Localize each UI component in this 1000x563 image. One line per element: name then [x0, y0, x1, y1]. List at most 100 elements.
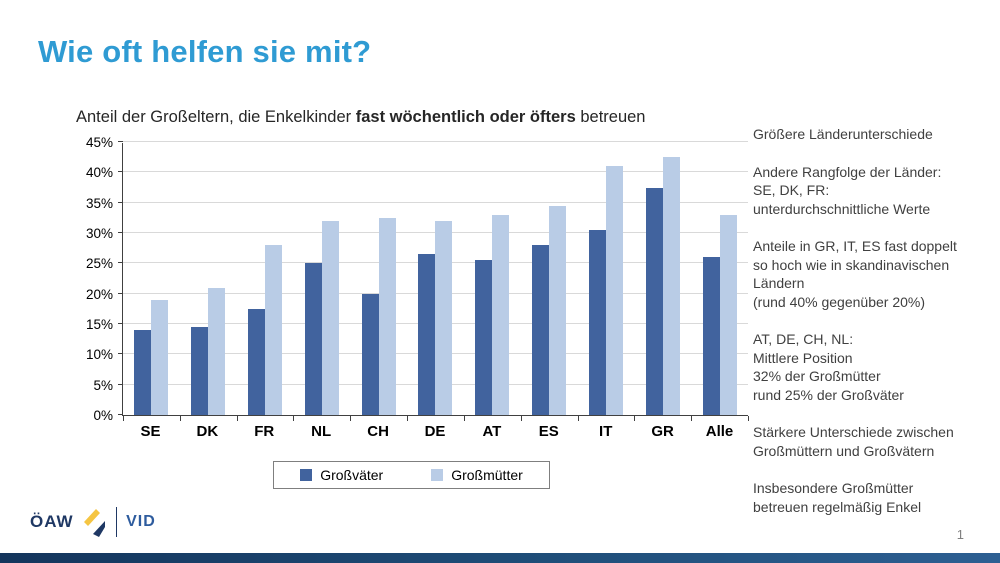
y-tick-mark [118, 383, 123, 385]
y-tick-label: 30% [85, 226, 113, 241]
chart-legend: Großväter Großmütter [273, 461, 550, 489]
bar-group-es [521, 205, 578, 415]
bar-group-nl [293, 220, 350, 415]
note-paragraph-3: Anteile in GR, IT, ES fast doppelt so ho… [753, 238, 957, 310]
x-tick-mark [691, 416, 693, 421]
legend-item-großväter: Großväter [300, 467, 383, 483]
gridline [123, 141, 748, 142]
y-tick-mark [118, 201, 123, 203]
x-axis-labels: SE DK FR NL CH DE AT ES IT GR Alle [122, 416, 748, 440]
y-tick-label: 10% [85, 347, 113, 363]
bar-großväter-fr [248, 308, 266, 415]
logo-divider [115, 507, 118, 537]
footer-logos: ÖAW VID [30, 504, 156, 540]
x-tick-mark [634, 416, 636, 421]
bar-group-dk [180, 287, 237, 415]
y-tick-mark [118, 171, 123, 173]
y-tick-mark [118, 232, 123, 233]
bar-chart: 0% 5% 10% 15% 20% 25% 30% 35% 40% 45% SE DK FR NL CH D… [75, 135, 749, 440]
note-paragraph-5: Stärkere Unterschiede zwischen Großmütte… [753, 424, 954, 459]
legend-swatch [431, 469, 444, 481]
bar-großväter-nl [304, 263, 322, 415]
legend-swatch [300, 469, 313, 481]
oeaw-logo: ÖAW [30, 512, 74, 531]
vid-logo: VID [126, 513, 156, 530]
bar-großmütter-fr [265, 245, 283, 415]
y-tick-label: 35% [85, 195, 113, 211]
x-tick-mark [123, 416, 124, 421]
bar-group-at [464, 214, 521, 415]
bar-großväter-dk [191, 327, 209, 415]
x-axis-label-it: IT [599, 423, 613, 440]
y-tick-mark [118, 262, 123, 264]
bar-großväter-de [418, 254, 436, 415]
plot-area [118, 141, 749, 421]
y-tick-label: 15% [85, 317, 113, 332]
note-paragraph-6: Insbesondere Großmütter betreuen regelmä… [753, 480, 922, 515]
page-title: Wie oft helfen sie mit? [38, 34, 372, 69]
legend-row: Großväter Großmütter [75, 461, 748, 489]
x-tick-mark [577, 416, 579, 421]
legend-item-großmütter: Großmütter [431, 467, 523, 483]
y-tick-mark [118, 414, 123, 415]
bar-großmütter-se [151, 299, 169, 415]
bar-großmütter-ch [378, 217, 396, 415]
x-axis-label-at: AT [482, 423, 502, 440]
bar-großmütter-alle [719, 214, 737, 415]
x-tick-mark [350, 416, 352, 421]
note-paragraph-4: AT, DE, CH, NL: Mittlere Position 32% de… [753, 331, 904, 403]
subtitle-part2: betreuen [575, 108, 646, 126]
bar-group-se [123, 299, 180, 415]
x-axis-label-es: ES [538, 423, 559, 440]
x-tick-mark [748, 416, 749, 421]
y-tick-label: 25% [85, 256, 113, 272]
gridline [123, 171, 748, 173]
bar-großmütter-nl [321, 220, 339, 415]
x-axis-label-dk: DK [196, 423, 219, 440]
x-axis-label-se: SE [140, 423, 161, 440]
bottom-accent-bar [0, 553, 1000, 563]
bar-großmütter-de [435, 220, 453, 415]
bar-group-gr [634, 157, 691, 415]
bar-großmütter-dk [208, 287, 226, 415]
note-paragraph-2: Andere Rangfolge der Länder: SE, DK, FR:… [753, 163, 942, 217]
x-axis-label-gr: GR [651, 423, 674, 440]
y-tick-mark [118, 292, 123, 294]
bar-group-de [407, 220, 464, 415]
x-axis-label-alle: Alle [705, 423, 734, 440]
note-paragraph-1: Größere Länderunterschiede [753, 126, 933, 142]
x-tick-mark [293, 416, 295, 421]
subtitle-part1: Anteil der Großeltern, die Enkelkinder [76, 108, 356, 126]
subtitle-bold: fast wöchentlich oder öfters [355, 108, 576, 126]
bar-großmütter-at [492, 214, 510, 415]
bar-group-ch [350, 217, 407, 415]
bar-group-alle [691, 214, 748, 415]
bar-großväter-alle [702, 257, 720, 415]
y-tick-mark [118, 141, 123, 142]
bar-großmütter-it [605, 166, 623, 415]
bars-row [123, 143, 748, 415]
legend-label: Großmütter [451, 467, 523, 483]
x-axis-label-ch: CH [367, 423, 389, 440]
x-tick-mark [463, 416, 465, 421]
bar-großmütter-gr [662, 157, 680, 415]
x-axis-label-nl: NL [311, 423, 332, 440]
bar-großväter-it [588, 230, 606, 415]
y-tick-label: 40% [85, 165, 113, 181]
x-axis-label-fr: FR [254, 423, 275, 440]
vid-logo-mark [83, 509, 105, 537]
notes-column: Größere Länderunterschiede Andere Rangfo… [753, 125, 995, 535]
bar-group-fr [237, 245, 294, 415]
gridline [123, 201, 748, 203]
y-tick-label: 45% [85, 135, 113, 150]
bar-großväter-ch [361, 293, 379, 415]
y-tick-label: 20% [85, 286, 113, 302]
bar-großväter-at [475, 260, 493, 415]
chart-subtitle: Anteil der Großeltern, die Enkelkinder f… [76, 108, 646, 127]
legend-label: Großväter [320, 467, 384, 483]
x-tick-mark [520, 416, 522, 421]
x-tick-mark [179, 416, 181, 421]
bar-großväter-es [532, 245, 550, 415]
bar-großmütter-es [549, 205, 567, 415]
